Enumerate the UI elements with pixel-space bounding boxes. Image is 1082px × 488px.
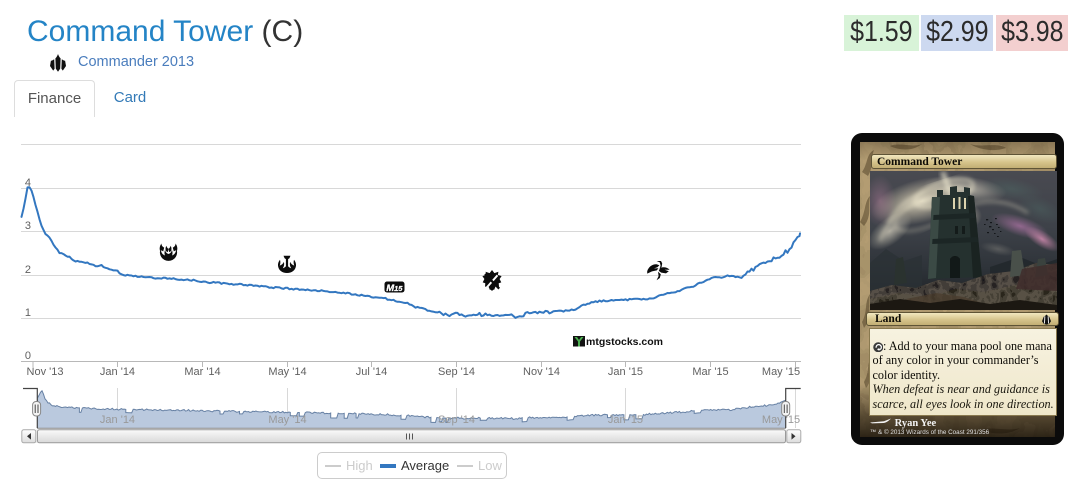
svg-text:Mar '14: Mar '14 [184, 366, 220, 378]
svg-text:May '15: May '15 [762, 414, 800, 426]
svg-text:1: 1 [25, 307, 31, 319]
svg-text:Nov '13: Nov '13 [27, 366, 64, 378]
svg-text:3: 3 [25, 220, 31, 232]
svg-text:May '14: May '14 [268, 366, 306, 378]
svg-text:Sep '14: Sep '14 [438, 366, 475, 378]
svg-text:Sep '14: Sep '14 [438, 414, 475, 426]
svg-text:Jan '15: Jan '15 [608, 366, 643, 378]
svg-text:4: 4 [25, 177, 31, 189]
svg-text:Jan '14: Jan '14 [100, 414, 135, 426]
svg-text:Mar '15: Mar '15 [692, 366, 728, 378]
svg-text:May '14: May '14 [268, 414, 306, 426]
svg-text:0: 0 [25, 350, 31, 362]
svg-text:2: 2 [25, 264, 31, 276]
svg-text:Jan '15: Jan '15 [608, 414, 643, 426]
svg-text:Jan '14: Jan '14 [100, 366, 135, 378]
svg-text:mtgstocks.com: mtgstocks.com [586, 336, 663, 348]
svg-text:Jul '14: Jul '14 [356, 366, 387, 378]
svg-text:Nov '14: Nov '14 [523, 366, 560, 378]
svg-text:M15: M15 [386, 283, 403, 294]
svg-text:May '15: May '15 [762, 366, 800, 378]
